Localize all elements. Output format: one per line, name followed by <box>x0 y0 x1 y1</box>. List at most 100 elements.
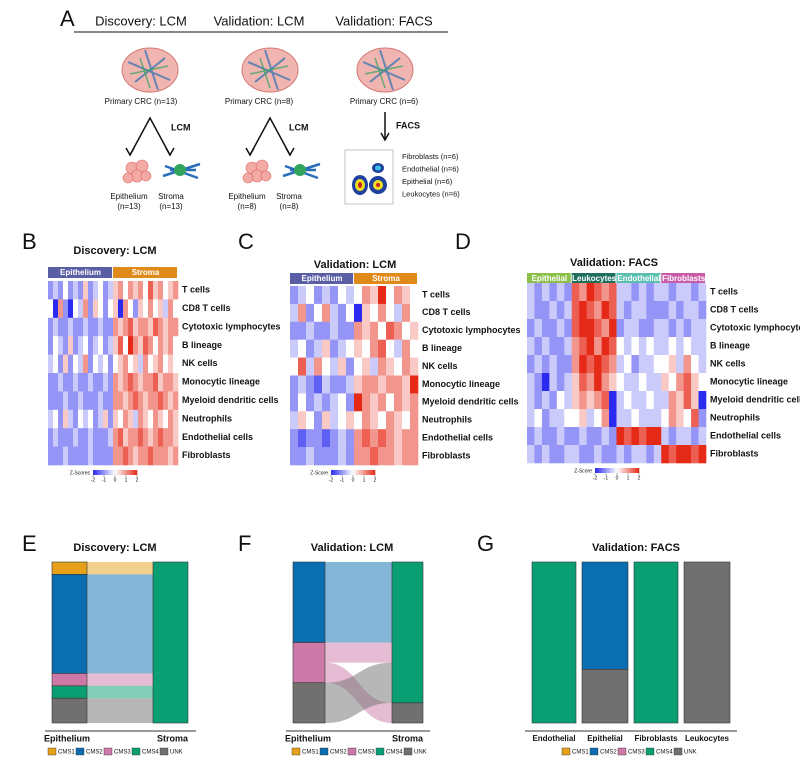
heatmap-cell <box>153 354 159 374</box>
legend-tick-label: -2 <box>329 477 334 483</box>
heatmap-cell <box>103 299 109 319</box>
heatmap-cell <box>609 427 617 446</box>
group-label: Leukocytes <box>572 274 617 283</box>
heatmap-cell <box>63 299 69 319</box>
legend-gradient <box>347 470 350 475</box>
heatmap-cell <box>148 354 154 374</box>
heatmap-cell <box>163 446 169 466</box>
heatmap-cell <box>314 375 323 394</box>
heatmap-cell <box>330 286 339 305</box>
heatmap-cell <box>541 301 550 320</box>
heatmap-cell <box>306 447 315 466</box>
heatmap-cell <box>83 373 89 392</box>
heatmap-cell <box>108 336 114 355</box>
heatmap-cell <box>63 281 69 300</box>
heatmap-cell <box>594 445 602 464</box>
heatmap-cell <box>698 409 707 428</box>
heatmap-cell <box>609 337 617 356</box>
heatmap-cell <box>322 339 331 358</box>
heatmap-cell <box>346 339 355 358</box>
heatmap-cell <box>609 283 617 302</box>
heatmap-cell <box>386 393 395 412</box>
heatmap-cell <box>609 319 617 338</box>
heatmap-cell <box>354 339 363 358</box>
heatmap-cell <box>646 301 655 320</box>
row-label: Neutrophils <box>422 415 472 425</box>
heatmap-cell <box>386 357 395 376</box>
heatmap-cell <box>668 283 677 302</box>
heatmap-cell <box>133 428 139 447</box>
heatmap-cell <box>410 447 419 466</box>
heatmap-cell <box>330 357 339 376</box>
heatmap-cell <box>53 409 59 429</box>
heatmap-cell <box>148 336 154 355</box>
heatmap-cell <box>410 286 419 305</box>
heatmap-cell <box>410 429 419 448</box>
heatmap-cell <box>133 391 139 411</box>
heatmap-cell <box>153 336 159 355</box>
heatmap-cell <box>113 299 119 319</box>
heatmap-cell <box>410 357 419 376</box>
output-n: (n=13) <box>117 202 141 211</box>
heatmap-cell <box>123 336 129 355</box>
legend-gradient <box>105 470 108 475</box>
legend-gradient <box>351 470 354 475</box>
heatmap-cell <box>346 375 355 394</box>
heatmap-cell <box>73 336 79 355</box>
heatmap-cell <box>48 446 54 466</box>
heatmap-cell <box>638 301 647 320</box>
heatmap-cell <box>53 317 59 337</box>
heatmap-cell <box>118 354 124 374</box>
heatmap-cell <box>298 429 307 448</box>
heatmap-cell <box>646 283 655 302</box>
heatmap-cell <box>290 393 299 412</box>
heatmap-cell <box>564 409 573 428</box>
heatmap-cell <box>638 409 647 428</box>
heatmap-cell <box>594 409 602 428</box>
heatmap-cell <box>378 429 387 448</box>
legend-swatch <box>103 747 113 756</box>
heatmap-cell <box>322 357 331 376</box>
heatmap-cell <box>527 373 535 392</box>
heatmap-cell <box>601 427 610 446</box>
heatmap-cell <box>354 357 363 376</box>
group-bar <box>48 267 112 278</box>
legend-gradient <box>603 468 606 473</box>
heatmap-cell <box>579 391 587 410</box>
heatmap-cell <box>646 409 655 428</box>
heatmap-cell <box>616 373 625 392</box>
heatmap-cell <box>118 409 124 429</box>
heatmap-cell <box>586 391 595 410</box>
heatmap-cell <box>148 299 154 319</box>
heatmap-cell <box>616 391 625 410</box>
heatmap-cell <box>98 281 104 300</box>
heatmap-cell <box>148 428 154 447</box>
row-label: Fibroblasts <box>422 450 471 460</box>
heatmap-cell <box>128 299 134 319</box>
heatmap-cell <box>98 428 104 447</box>
heatmap-cell <box>322 321 331 340</box>
heatmap-cell <box>402 321 411 340</box>
panel-letter: E <box>22 531 37 556</box>
row-label: Monocytic lineage <box>422 379 500 389</box>
heatmap-cell <box>646 427 655 446</box>
heatmap-cell <box>173 317 179 337</box>
heatmap-cell <box>78 446 84 466</box>
heatmap-cell <box>123 281 129 300</box>
group-label: Fibroblasts <box>662 274 706 283</box>
heatmap-cell <box>691 373 699 392</box>
heatmap-cell <box>48 428 54 447</box>
legend-gradient <box>635 468 638 473</box>
row-label: Cytotoxic lymphocytes <box>422 325 521 335</box>
stage-label: Epithelium <box>44 733 90 743</box>
heatmap-cell <box>609 391 617 410</box>
heatmap-cell <box>661 373 670 392</box>
heatmap-cell <box>138 391 144 411</box>
heatmap-cell <box>668 445 677 464</box>
stage-label: Leukocytes <box>685 734 730 743</box>
heatmap-cell <box>638 319 647 338</box>
legend-gradient <box>359 470 362 475</box>
heatmap-cell <box>668 337 677 356</box>
heatmap-cell <box>98 354 104 374</box>
